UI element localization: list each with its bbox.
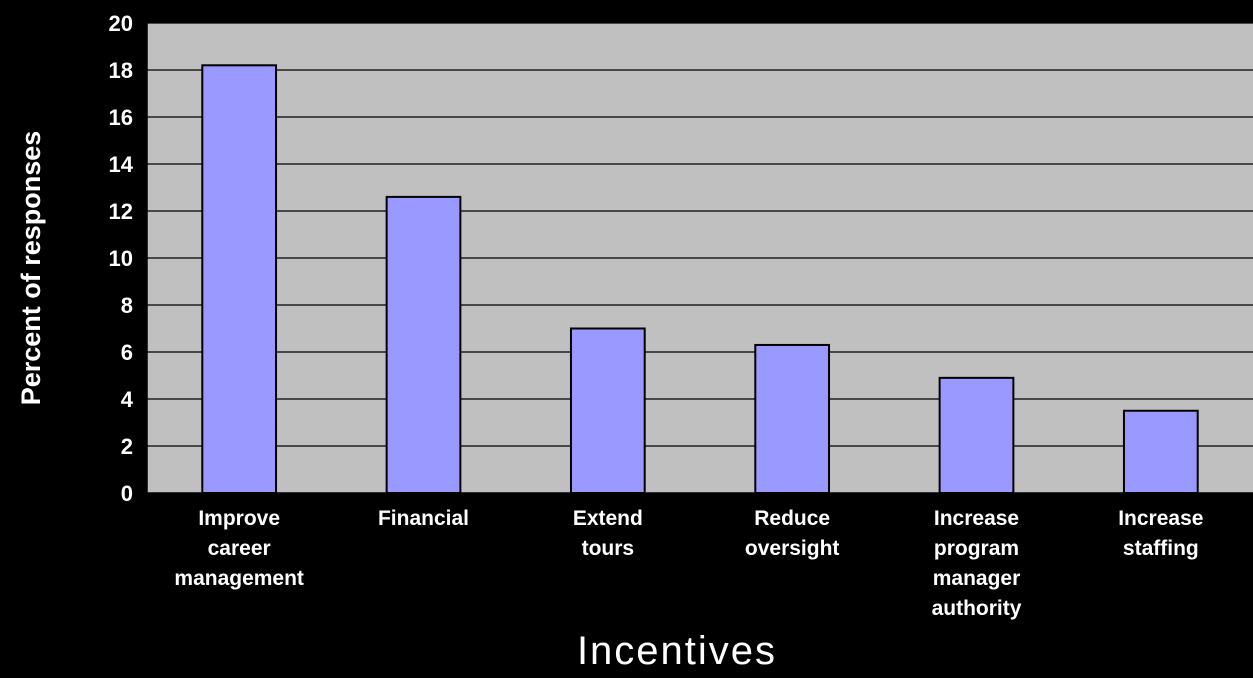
x-category-label-line: oversight	[745, 537, 840, 560]
y-tick-label: 12	[109, 199, 133, 224]
bar	[754, 343, 831, 495]
bar	[938, 376, 1015, 495]
x-category-label-line: Improve	[198, 507, 280, 530]
y-tick-label: 6	[121, 340, 133, 365]
axes	[146, 23, 1253, 494]
x-category-label: Extend tours	[573, 507, 643, 560]
y-axis-label: Percent of responses	[16, 131, 46, 406]
bar	[385, 195, 462, 494]
x-category-label-line: Increase	[1118, 507, 1203, 530]
bar	[1122, 409, 1199, 494]
x-category-label-line: Financial	[378, 507, 469, 530]
y-tick-label: 8	[121, 293, 133, 318]
x-category-label: Increase program manager authority	[932, 507, 1022, 620]
x-category-label-line: tours	[582, 537, 635, 560]
x-category-label: Increase staffing	[1118, 507, 1203, 560]
y-tick-label: 4	[121, 387, 134, 412]
x-axis-label: Incentives	[577, 629, 777, 673]
x-category-label: Reduce oversight	[745, 507, 840, 560]
x-category-label-line: manager	[933, 567, 1021, 590]
x-category-label-line: Reduce	[754, 507, 830, 530]
bars	[201, 64, 1199, 495]
x-category-label-line: authority	[932, 597, 1022, 620]
bar	[201, 64, 278, 495]
y-tick-label: 10	[109, 246, 133, 271]
x-category-label-line: Increase	[934, 507, 1019, 530]
x-category-label-line: staffing	[1123, 537, 1199, 560]
y-tick-label: 16	[109, 105, 133, 130]
y-tick-label: 0	[121, 481, 133, 506]
y-tick-labels: 0 2 4 6 8 10 12 14 16 18 20	[109, 11, 134, 506]
x-category-label: Improve career management	[174, 507, 304, 590]
x-category-label: Financial	[378, 507, 469, 530]
gridlines	[147, 22, 1253, 447]
x-category-label-line: management	[174, 567, 304, 590]
x-category-label-line: career	[208, 537, 271, 560]
y-tick-label: 18	[109, 58, 133, 83]
y-tick-label: 14	[109, 152, 134, 177]
y-tick-label: 20	[109, 11, 133, 36]
y-tick-label: 2	[121, 434, 133, 459]
x-category-labels: Improve career management Financial Extend to…	[174, 507, 1203, 620]
bar	[569, 327, 646, 494]
x-category-label-line: program	[934, 537, 1019, 560]
x-category-label-line: Extend	[573, 507, 643, 530]
